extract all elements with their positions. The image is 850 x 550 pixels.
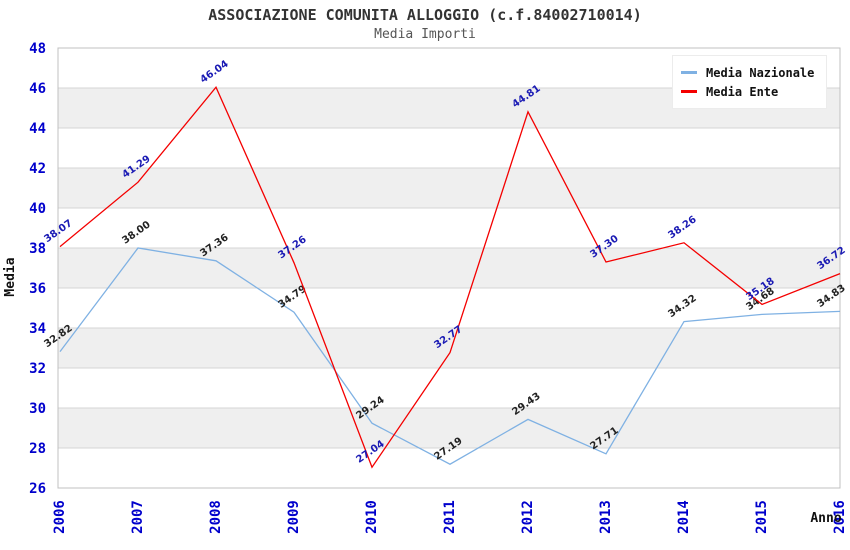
y-tick-label: 26: [29, 481, 46, 497]
grid-band: [58, 368, 840, 408]
x-axis-title: Anno: [810, 511, 841, 526]
grid-band: [58, 408, 840, 448]
x-tick-label: 2014: [676, 500, 692, 534]
y-tick-label: 32: [29, 361, 46, 377]
y-tick-label: 40: [29, 201, 46, 217]
grid-band: [58, 328, 840, 368]
legend: Media Nazionale Media Ente: [672, 55, 828, 109]
y-tick-label: 44: [29, 121, 46, 137]
x-tick-label: 2012: [520, 500, 536, 534]
grid-band: [58, 168, 840, 208]
chart-subtitle: Media Importi: [374, 27, 476, 42]
legend-label: Media Ente: [706, 84, 779, 99]
y-tick-label: 30: [29, 401, 46, 417]
grid-band: [58, 208, 840, 248]
x-tick-label: 2010: [364, 500, 380, 534]
legend-item-media-ente: Media Ente: [681, 82, 814, 101]
legend-marker-line-icon: [681, 90, 697, 93]
x-tick-label: 2006: [52, 500, 68, 534]
grid-band: [58, 248, 840, 288]
x-tick-label: 2011: [442, 500, 458, 534]
x-tick-label: 2015: [754, 500, 770, 534]
y-tick-label: 48: [29, 41, 46, 57]
legend-marker-line-icon: [681, 71, 697, 74]
series-line-media-nazionale: [59, 247, 841, 465]
y-tick-label: 38: [29, 241, 46, 257]
grid-band: [58, 288, 840, 328]
chart-title: ASSOCIAZIONE COMUNITA ALLOGGIO (c.f.8400…: [208, 6, 642, 24]
series-line-media-ente: [59, 85, 841, 469]
x-tick-label: 2013: [598, 500, 614, 534]
x-tick-label: 2008: [208, 500, 224, 534]
legend-item-media-nazionale: Media Nazionale: [681, 63, 814, 82]
legend-label: Media Nazionale: [706, 65, 815, 80]
y-tick-label: 36: [29, 281, 46, 297]
y-tick-label: 46: [29, 81, 46, 97]
x-tick-label: 2016: [832, 500, 848, 534]
y-tick-label: 34: [29, 321, 46, 337]
plot-border: [57, 47, 841, 489]
x-tick-label: 2007: [130, 500, 146, 534]
grid-band: [58, 128, 840, 168]
y-axis-title: Media: [3, 257, 18, 296]
x-tick-label: 2009: [286, 500, 302, 534]
grid-band: [58, 448, 840, 488]
y-tick-label: 42: [29, 161, 46, 177]
y-tick-label: 28: [29, 441, 46, 457]
